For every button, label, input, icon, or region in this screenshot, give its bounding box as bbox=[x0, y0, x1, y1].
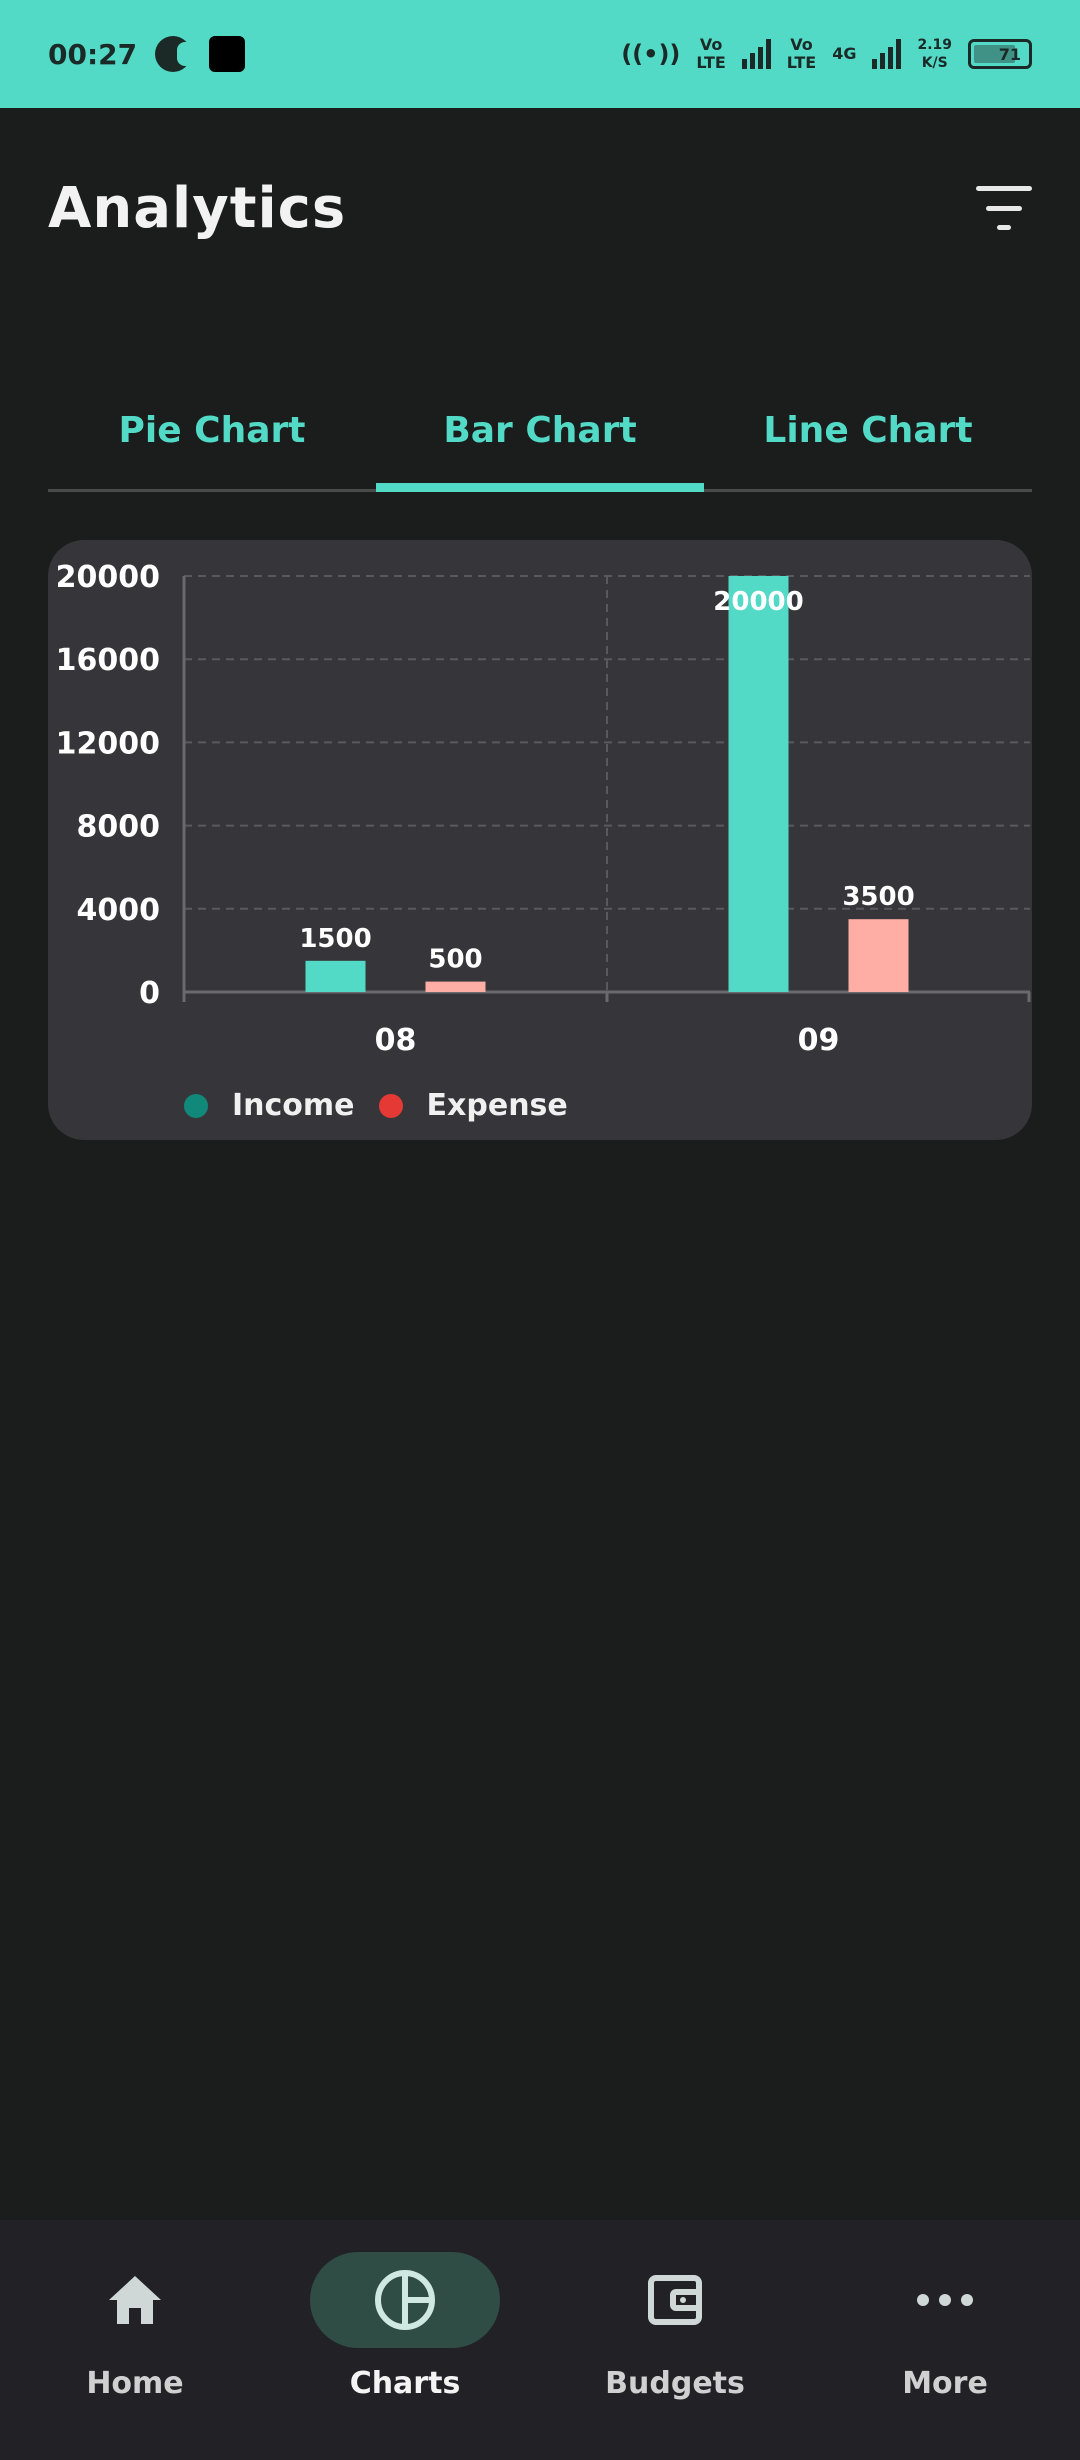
bar-expense-08 bbox=[425, 981, 486, 992]
network-type: 4G bbox=[832, 45, 856, 63]
chart-type-tabs: Pie Chart Bar Chart Line Chart bbox=[48, 372, 1032, 492]
nav-label-budgets: Budgets bbox=[605, 2366, 745, 2401]
legend-item-expense: Expense bbox=[378, 1088, 568, 1123]
data-label: 500 bbox=[428, 945, 482, 975]
home-icon bbox=[109, 2276, 161, 2324]
status-bar: 00:27 ((•)) Vo LTE Vo LTE 4G 2.19 K/S 71 bbox=[0, 0, 1080, 108]
wallet-icon bbox=[648, 2275, 702, 2325]
x-tick-label: 09 bbox=[798, 1023, 840, 1058]
data-label: 20000 bbox=[713, 587, 803, 617]
more-icon bbox=[917, 2294, 973, 2306]
hotspot-icon: ((•)) bbox=[621, 40, 681, 68]
chart-legend: Income Expense bbox=[184, 1088, 592, 1123]
legend-dot-income bbox=[184, 1093, 208, 1118]
y-tick-label: 16000 bbox=[56, 643, 160, 678]
page-title: Analytics bbox=[48, 175, 347, 241]
bar-expense-09 bbox=[848, 919, 909, 992]
volte-vo: Vo bbox=[790, 35, 813, 54]
tab-line-chart[interactable]: Line Chart bbox=[704, 372, 1032, 489]
bar-income-09 bbox=[728, 576, 789, 992]
nav-label-charts: Charts bbox=[349, 2366, 461, 2401]
speed-unit: K/S bbox=[921, 55, 948, 71]
nav-icon-wrap bbox=[310, 2252, 500, 2348]
volte-label-1: Vo LTE bbox=[696, 36, 725, 72]
legend-item-income: Income bbox=[184, 1088, 355, 1123]
data-label: 1500 bbox=[299, 924, 371, 954]
nav-icon-wrap bbox=[40, 2252, 230, 2348]
tab-label: Pie Chart bbox=[118, 410, 306, 451]
app-notification-icon bbox=[155, 36, 194, 72]
data-label: 3500 bbox=[842, 882, 914, 912]
tab-label: Line Chart bbox=[763, 410, 973, 451]
tab-label: Bar Chart bbox=[443, 410, 637, 451]
network-label: 4G bbox=[832, 44, 857, 63]
battery-fill bbox=[974, 45, 1015, 63]
battery-level: 71 bbox=[998, 44, 1021, 64]
battery-icon: 71 bbox=[968, 39, 1032, 69]
volte-lte: LTE bbox=[786, 53, 817, 72]
nav-icon-wrap bbox=[580, 2252, 770, 2348]
nav-label-home: Home bbox=[86, 2366, 184, 2401]
volte-vo: Vo bbox=[699, 35, 723, 54]
y-tick-label: 8000 bbox=[77, 810, 161, 845]
bar-chart: 0 4000 8000 12000 16000 20000 1500 500 08 20000 35… bbox=[56, 560, 1031, 1058]
nav-item-budgets[interactable]: Budgets bbox=[540, 2220, 810, 2460]
network-speed: 2.19 K/S bbox=[917, 36, 952, 72]
nav-label-more: More bbox=[902, 2366, 988, 2401]
tab-bar-chart[interactable]: Bar Chart bbox=[376, 372, 704, 492]
signal-icon-2 bbox=[872, 39, 902, 69]
nav-item-more[interactable]: More bbox=[810, 2220, 1080, 2460]
bottom-navigation: Home Charts Budgets bbox=[0, 2220, 1080, 2460]
y-tick-label: 20000 bbox=[56, 560, 160, 595]
legend-label-income: Income bbox=[232, 1088, 355, 1123]
status-left: 00:27 bbox=[48, 36, 246, 72]
chart-card: 0 4000 8000 12000 16000 20000 1500 500 08 20000 35… bbox=[48, 540, 1032, 1140]
y-tick-label: 4000 bbox=[77, 893, 161, 928]
signal-icon-1 bbox=[741, 39, 771, 69]
nav-item-home[interactable]: Home bbox=[0, 2220, 270, 2460]
volte-label-2: Vo LTE bbox=[787, 36, 816, 72]
legend-label-expense: Expense bbox=[426, 1088, 568, 1123]
volte-lte: LTE bbox=[696, 53, 726, 72]
speed-value: 2.19 bbox=[917, 37, 952, 53]
nav-item-charts[interactable]: Charts bbox=[270, 2220, 540, 2460]
nav-icon-wrap bbox=[850, 2252, 1040, 2348]
y-tick-label: 12000 bbox=[56, 726, 160, 761]
x-tick-label: 08 bbox=[375, 1023, 417, 1058]
header: Analytics bbox=[0, 108, 1080, 308]
y-tick-label: 0 bbox=[139, 976, 160, 1011]
filter-icon[interactable] bbox=[976, 186, 1032, 230]
legend-dot-expense bbox=[378, 1093, 403, 1118]
status-time: 00:27 bbox=[48, 37, 138, 71]
bar-income-08 bbox=[305, 960, 366, 992]
square-notification-icon bbox=[209, 36, 246, 72]
tab-pie-chart[interactable]: Pie Chart bbox=[48, 372, 376, 489]
pie-chart-icon bbox=[375, 2270, 435, 2330]
status-right: ((•)) Vo LTE Vo LTE 4G 2.19 K/S 71 bbox=[621, 36, 1032, 72]
